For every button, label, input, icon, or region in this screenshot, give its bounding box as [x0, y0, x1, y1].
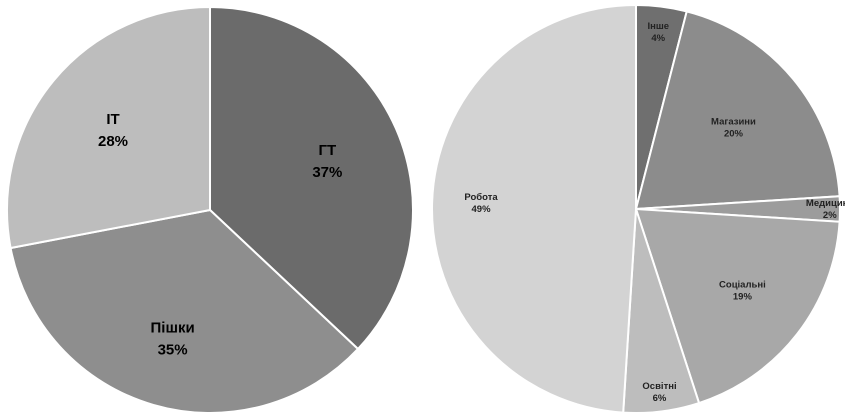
slice-label-other: Інше 4% — [647, 21, 669, 44]
slice-label-social: Соціальні 19% — [719, 280, 766, 303]
slice-label-name: Соціальні — [719, 280, 766, 291]
slice-label-name: Медицина — [806, 198, 845, 209]
slice-label-value: 4% — [651, 33, 665, 44]
slice-label-shops: Магазини 20% — [711, 116, 756, 139]
slice-label-value: 35% — [158, 342, 188, 359]
slice-label-medicine: Медицина2% — [806, 198, 845, 221]
slice-label-name: Робота — [464, 192, 498, 203]
slice-label-it: ІТ 28% — [98, 111, 128, 150]
slice-label-name: ГТ — [319, 142, 337, 159]
slice-label-education: Освітні 6% — [642, 381, 676, 404]
slice-label-name: Пішки — [151, 320, 195, 337]
slice-label-value: 28% — [98, 133, 128, 150]
slice-label-value: 2% — [823, 210, 837, 221]
pie-slice-shops — [634, 10, 841, 211]
pie-slice-walking — [9, 208, 360, 414]
slice-label-value: 49% — [472, 204, 492, 215]
slice-label-work: Робота 49% — [464, 192, 498, 215]
slice-label-gt: ГТ 37% — [312, 142, 342, 181]
slice-label-name: Освітні — [642, 381, 676, 392]
slice-label-name: Магазини — [711, 116, 756, 127]
pie-slice-it — [6, 5, 211, 250]
pie-slice-social — [634, 207, 841, 405]
slice-label-value: 20% — [724, 128, 744, 139]
slice-label-value: 6% — [653, 393, 667, 404]
pie-slice-work — [431, 3, 637, 414]
transport-pie-chart: ГТ 37% Пішки 35% ІТ 28% — [6, 5, 414, 414]
slice-label-value: 37% — [312, 164, 342, 181]
slice-label-name: Інше — [647, 21, 669, 32]
slice-label-name: ІТ — [106, 111, 119, 128]
pie-slice-gt — [209, 5, 414, 351]
slice-label-value: 19% — [733, 292, 753, 303]
slice-label-walking: Пішки 35% — [151, 320, 195, 359]
